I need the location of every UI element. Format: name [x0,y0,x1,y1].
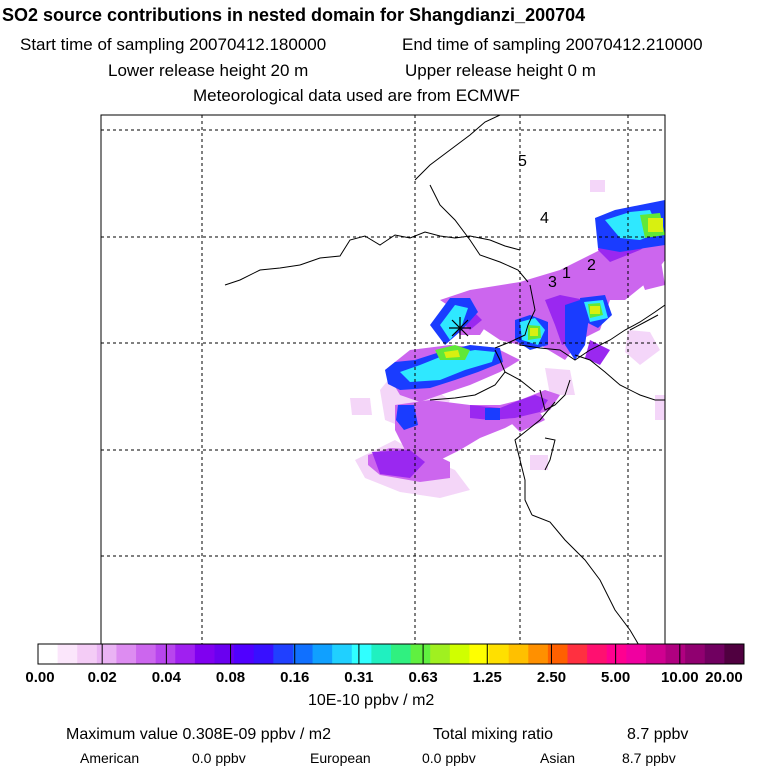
colorbar [37,643,745,665]
colorbar-tick-label: 0.31 [344,669,374,686]
coastline [224,115,665,647]
colorbar-swatch [332,644,353,664]
colorbar-swatch [391,644,412,664]
total-mixing-value: 8.7 ppbv [627,726,689,743]
trajectory-label-2: 2 [587,257,596,274]
colorbar-swatch [253,644,274,664]
colorbar-tick-label: 10.00 [661,669,699,686]
trajectory-label-4: 4 [540,210,549,227]
trajectory-label-1: 1 [562,265,571,282]
colorbar-swatch [606,644,627,664]
colorbar-swatch [547,644,568,664]
colorbar-swatch [77,644,98,664]
contrib-asian-value: 8.7 ppbv [622,750,676,766]
colorbar-swatch [351,644,372,664]
colorbar-tick-label: 0.16 [280,669,310,686]
colorbar-swatch [567,644,588,664]
colorbar-swatch [449,644,470,664]
colorbar-tick-label: 0.00 [25,669,55,686]
colorbar-swatch [155,644,176,664]
colorbar-swatch [528,644,549,664]
total-mixing-label: Total mixing ratio [433,726,554,743]
colorbar-tick-label: 0.02 [87,669,117,686]
end-time-label: End time of sampling 20070412.210000 [402,35,703,54]
page-title: SO2 source contributions in nested domai… [2,5,586,25]
colorbar-swatch [312,644,333,664]
station-star-icon [449,317,471,339]
colorbar-swatch [273,644,294,664]
colorbar-swatch [371,644,392,664]
met-data-label: Meteorological data used are from ECMWF [193,86,520,105]
contrib-american-value: 0.0 ppbv [192,750,246,766]
colorbar-swatch [194,644,215,664]
colorbar-tick-label: 0.04 [151,669,181,686]
colorbar-swatch [469,644,490,664]
contrib-american-name: American [80,750,140,766]
colorbar-swatch [508,644,529,664]
colorbar-swatch [136,644,157,664]
colorbar-swatch [724,644,745,664]
colorbar-swatch [704,644,725,664]
colorbar-swatch [57,644,78,664]
concentration-field [350,180,665,498]
colorbar-swatch [96,644,117,664]
upper-height-label: Upper release height 0 m [405,61,596,80]
colorbar-swatch [38,644,59,664]
colorbar-swatch [645,644,667,664]
contrib-asian-name: Asian [540,750,576,766]
colorbar-swatch [410,644,431,664]
colorbar-swatch [116,644,137,664]
contrib-european-value: 0.0 ppbv [422,750,476,766]
colorbar-swatch [430,644,451,664]
colorbar-swatch [685,644,706,664]
colorbar-tick-label: 5.00 [601,669,631,686]
contrib-european-name: European [310,750,371,766]
colorbar-border [37,643,745,665]
colorbar-swatch [489,644,510,664]
colorbar-tick-label: 0.63 [408,669,438,686]
colorbar-tick-label: 1.25 [472,669,502,686]
trajectory-label-5: 5 [518,153,527,170]
colorbar-tick-label: 20.00 [705,669,743,686]
colorbar-swatch [292,644,314,664]
colorbar-tick-label: 2.50 [536,669,567,686]
lower-height-label: Lower release height 20 m [108,61,309,80]
colorbar-unit-label: 10E-10 ppbv / m2 [308,692,435,709]
colorbar-swatch [587,644,608,664]
lat-lon-grid [101,115,665,647]
colorbar-swatch [626,644,647,664]
map-frame [100,114,666,648]
colorbar-swatch [665,644,686,664]
max-value-label: Maximum value 0.308E-09 ppbv / m2 [66,726,332,743]
trajectory-label-3: 3 [548,274,557,291]
colorbar-swatch [175,644,196,664]
colorbar-tick-label: 0.08 [215,669,246,686]
start-time-label: Start time of sampling 20070412.180000 [20,35,327,54]
colorbar-swatch [214,644,235,664]
colorbar-swatch [234,644,255,664]
